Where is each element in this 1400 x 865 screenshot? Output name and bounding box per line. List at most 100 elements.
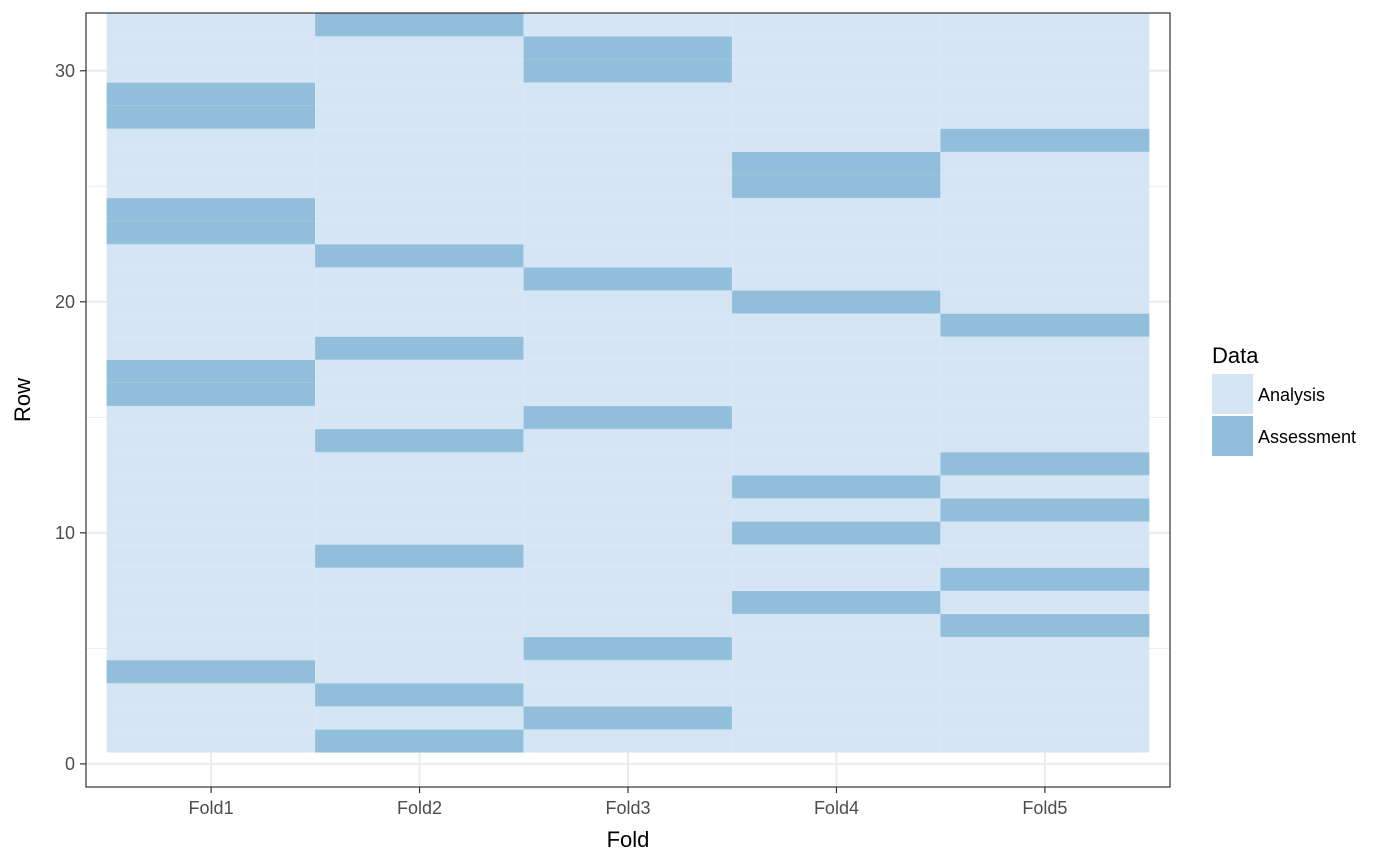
- analysis-cell: [731, 313, 941, 337]
- analysis-cell: [940, 474, 1150, 499]
- legend-key-assessment: [1212, 416, 1253, 456]
- assessment-cell: [523, 405, 733, 430]
- analysis-cell: [523, 151, 733, 176]
- analysis-cell: [940, 243, 1150, 268]
- analysis-cell: [523, 174, 733, 199]
- analysis-cell: [731, 613, 941, 638]
- analysis-cell: [315, 82, 525, 106]
- analysis-cell: [731, 382, 941, 407]
- analysis-cell: [523, 590, 733, 615]
- assessment-cell: [731, 151, 941, 176]
- analysis-cell: [940, 336, 1150, 360]
- assessment-cell: [315, 243, 525, 268]
- analysis-cell: [315, 636, 525, 661]
- x-tick-label: Fold3: [605, 798, 650, 818]
- analysis-cell: [106, 636, 316, 661]
- analysis-cell: [731, 266, 941, 291]
- analysis-cell: [523, 659, 733, 684]
- analysis-cell: [940, 359, 1150, 383]
- analysis-cell: [731, 659, 941, 684]
- analysis-cell: [315, 58, 525, 83]
- analysis-cell: [315, 197, 525, 222]
- analysis-cell: [106, 243, 316, 268]
- analysis-cell: [523, 313, 733, 337]
- analysis-cell: [315, 220, 525, 245]
- assessment-cell: [940, 451, 1150, 476]
- analysis-cell: [940, 520, 1150, 545]
- analysis-cell: [940, 382, 1150, 407]
- heatmap-cells: [106, 12, 1150, 753]
- assessment-cell: [940, 567, 1150, 591]
- assessment-cell: [315, 728, 525, 753]
- assessment-cell: [315, 682, 525, 707]
- analysis-cell: [731, 220, 941, 245]
- analysis-cell: [731, 705, 941, 730]
- y-tick-label: 0: [65, 754, 75, 774]
- analysis-cell: [315, 520, 525, 545]
- analysis-cell: [315, 128, 525, 152]
- analysis-cell: [106, 497, 316, 522]
- assessment-cell: [106, 220, 316, 245]
- assessment-cell: [523, 636, 733, 661]
- analysis-cell: [523, 474, 733, 499]
- analysis-cell: [940, 590, 1150, 615]
- analysis-cell: [731, 197, 941, 222]
- assessment-cell: [940, 128, 1150, 152]
- analysis-cell: [315, 266, 525, 291]
- legend-label-assessment: Assessment: [1258, 427, 1356, 447]
- analysis-cell: [106, 590, 316, 615]
- analysis-cell: [731, 12, 941, 37]
- analysis-cell: [731, 728, 941, 753]
- analysis-cell: [940, 728, 1150, 753]
- analysis-cell: [731, 544, 941, 568]
- analysis-cell: [940, 289, 1150, 314]
- assessment-cell: [940, 313, 1150, 337]
- assessment-cell: [315, 428, 525, 453]
- analysis-cell: [523, 128, 733, 152]
- analysis-cell: [731, 497, 941, 522]
- analysis-cell: [523, 567, 733, 591]
- analysis-cell: [523, 451, 733, 476]
- analysis-cell: [106, 405, 316, 430]
- y-axis-title: Row: [10, 378, 35, 422]
- y-axis: 0 10 20 30: [55, 61, 86, 774]
- analysis-cell: [940, 82, 1150, 106]
- analysis-cell: [106, 682, 316, 707]
- analysis-cell: [523, 382, 733, 407]
- analysis-cell: [315, 497, 525, 522]
- x-tick-label: Fold1: [189, 798, 234, 818]
- analysis-cell: [523, 544, 733, 568]
- assessment-cell: [106, 105, 316, 129]
- legend-label-analysis: Analysis: [1258, 385, 1325, 405]
- x-axis-title: Fold: [607, 827, 650, 852]
- analysis-cell: [940, 266, 1150, 291]
- analysis-cell: [315, 659, 525, 684]
- analysis-cell: [315, 35, 525, 60]
- assessment-cell: [523, 705, 733, 730]
- analysis-cell: [523, 12, 733, 37]
- analysis-cell: [523, 613, 733, 638]
- analysis-cell: [315, 474, 525, 499]
- analysis-cell: [731, 58, 941, 83]
- analysis-cell: [940, 705, 1150, 730]
- assessment-cell: [731, 289, 941, 314]
- analysis-cell: [523, 197, 733, 222]
- analysis-cell: [731, 359, 941, 383]
- analysis-cell: [523, 359, 733, 383]
- analysis-cell: [940, 405, 1150, 430]
- analysis-cell: [106, 35, 316, 60]
- analysis-cell: [940, 174, 1150, 199]
- analysis-cell: [315, 313, 525, 337]
- analysis-cell: [315, 567, 525, 591]
- analysis-cell: [106, 474, 316, 499]
- assessment-cell: [731, 520, 941, 545]
- analysis-cell: [940, 151, 1150, 176]
- analysis-cell: [940, 105, 1150, 129]
- y-tick-label: 20: [55, 292, 75, 312]
- assessment-cell: [315, 336, 525, 360]
- analysis-cell: [106, 544, 316, 568]
- analysis-cell: [731, 682, 941, 707]
- x-axis: Fold1 Fold2 Fold3 Fold4 Fold5: [189, 787, 1067, 818]
- analysis-cell: [106, 58, 316, 83]
- assessment-cell: [106, 659, 316, 684]
